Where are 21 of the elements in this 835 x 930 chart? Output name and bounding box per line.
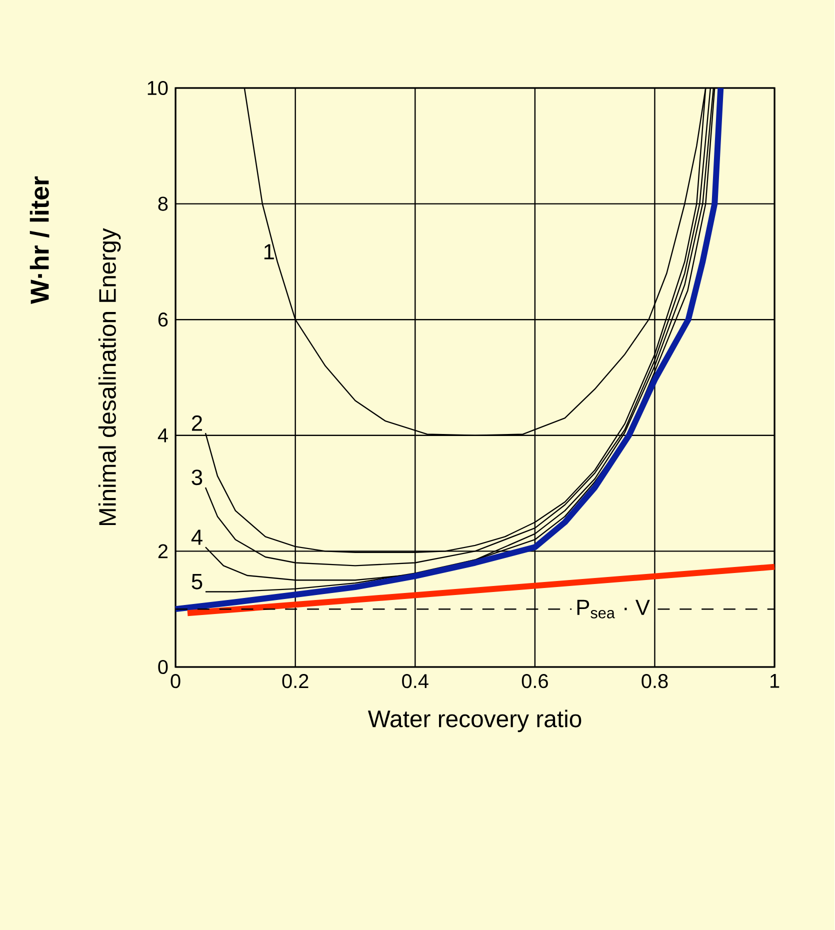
y-tick-label: 0	[158, 660, 168, 674]
x-tick-label: 0.6	[522, 674, 548, 688]
x-tick-label: 0	[171, 674, 181, 688]
series-label: 3	[192, 470, 202, 486]
y-tick-label: 4	[158, 428, 168, 442]
y-tick-label: 8	[158, 196, 168, 211]
y-axis-title: Minimal desalination Energy	[98, 228, 121, 526]
series-label: 4	[192, 530, 203, 545]
ref-line-label: P$_{sea}$ · V	[578, 600, 650, 618]
y-tick-label: 2	[158, 544, 168, 558]
series-label: 2	[192, 415, 202, 431]
x-tick-label: 0.2	[282, 674, 308, 688]
y-tick-label: 6	[158, 312, 168, 327]
x-tick-label: 1	[770, 674, 780, 688]
text: W·hr / liter	[30, 176, 50, 304]
x-axis-title: Water recovery ratio	[368, 710, 582, 732]
series-label: 5	[192, 574, 202, 590]
x-tick-label: 0.4	[402, 674, 429, 688]
series-label: 1	[264, 244, 274, 260]
y-tick-label: 10	[148, 80, 168, 96]
x-tick-label: 0.8	[642, 674, 668, 688]
